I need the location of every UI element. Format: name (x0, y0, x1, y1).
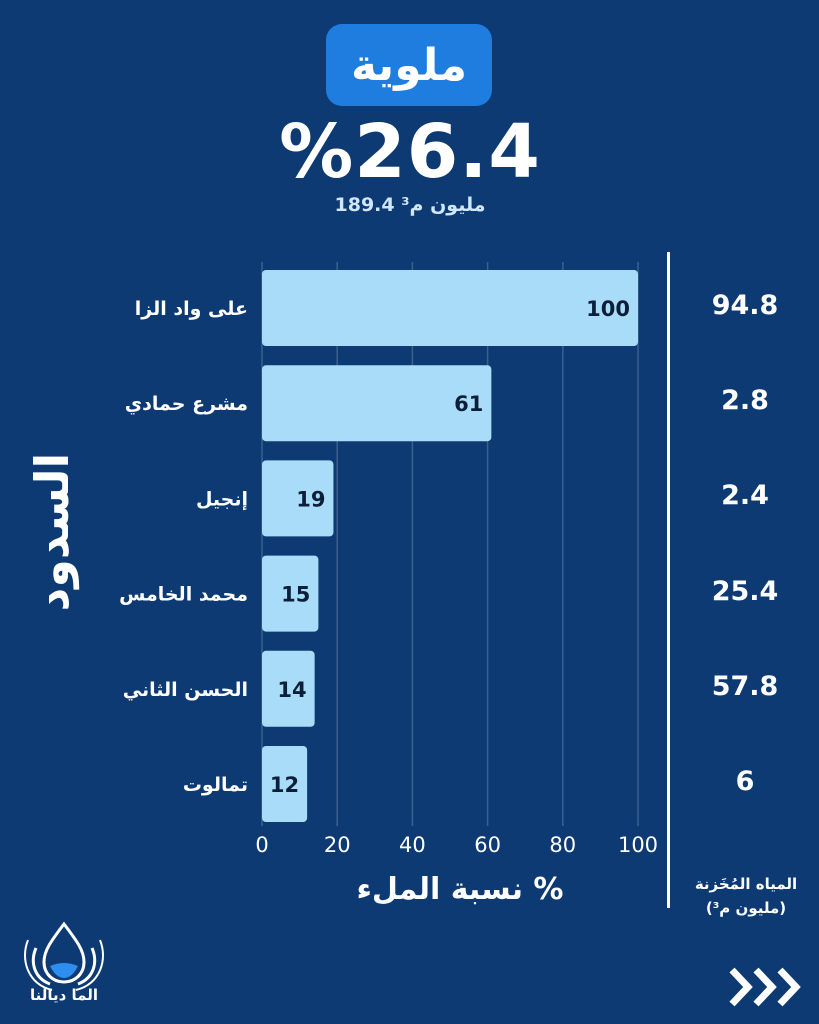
category-label: الحسن الثاني (123, 679, 248, 701)
bar (262, 460, 334, 537)
x-tick-label: 80 (549, 833, 576, 857)
x-tick-label: 0 (255, 833, 268, 857)
bar-value-label: 19 (296, 487, 325, 511)
bar-value-label: 14 (277, 678, 306, 702)
stored-water-header-unit: (مليون م³) (705, 899, 787, 917)
basin-total-volume: 189.4 مليون م³ (334, 194, 486, 216)
category-label: محمد الخامس (119, 584, 248, 606)
basin-title: ملوية (351, 39, 467, 91)
brand-logo-text: الما ديالنا (29, 986, 99, 1004)
stored-water-value: 6 (735, 766, 755, 797)
category-label: على واد الزا (135, 298, 248, 320)
bar-value-label: 15 (281, 583, 310, 607)
x-tick-label: 20 (324, 833, 351, 857)
y-axis-title: السدود (25, 452, 79, 612)
category-label: تمالوت (183, 774, 248, 796)
basin-title-badge: ملوية (326, 24, 492, 106)
bar-value-label: 100 (586, 297, 630, 321)
stored-water-value: 57.8 (711, 670, 779, 702)
x-tick-label: 60 (474, 833, 501, 857)
stored-water-value: 25.4 (711, 575, 779, 607)
stored-water-header-title: المياه المُخَزنة (694, 875, 798, 893)
category-label: إنجيل (196, 488, 248, 510)
x-tick-label: 40 (399, 833, 426, 857)
stored-water-value: 94.8 (711, 290, 779, 321)
bar-value-label: 12 (270, 773, 299, 797)
category-label: مشرع حمادي (125, 393, 248, 416)
stored-water-header: المياه المُخَزنة (مليون م³) (682, 872, 810, 920)
x-axis-title: نسبة الملء % (356, 872, 564, 907)
stored-water-value: 2.8 (721, 385, 769, 417)
bar (262, 650, 315, 727)
bar-value-label: 61 (454, 392, 483, 416)
water-drop-logo-icon (24, 921, 104, 991)
x-tick-label: 100 (618, 833, 658, 857)
bar (262, 270, 638, 346)
next-arrows-icon[interactable] (726, 962, 806, 1012)
column-divider (667, 252, 670, 908)
bar (262, 365, 492, 442)
bar (262, 746, 308, 822)
stored-water-value: 2.4 (721, 480, 769, 512)
bar (262, 555, 319, 632)
basin-fill-percentage: %26.4 (279, 109, 541, 195)
